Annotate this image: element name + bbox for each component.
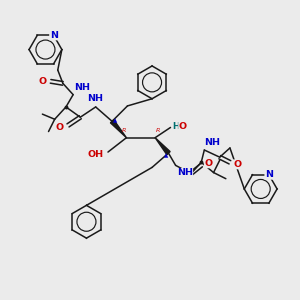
Text: NH: NH — [74, 82, 90, 91]
Text: O: O — [204, 159, 212, 168]
Text: ▲: ▲ — [164, 154, 169, 159]
Text: R: R — [122, 128, 127, 133]
Text: O: O — [38, 77, 46, 86]
Text: O: O — [233, 160, 241, 169]
Text: O: O — [56, 123, 64, 132]
Text: O: O — [179, 122, 187, 131]
Text: OH: OH — [88, 150, 104, 159]
Text: NH: NH — [177, 168, 193, 177]
Text: R: R — [156, 128, 160, 133]
Text: NH: NH — [87, 94, 103, 103]
Text: H: H — [172, 122, 180, 131]
Text: N: N — [50, 31, 58, 40]
Text: ▲: ▲ — [113, 118, 117, 123]
Polygon shape — [155, 138, 170, 154]
Text: NH: NH — [204, 138, 220, 147]
Text: N: N — [265, 170, 273, 179]
Polygon shape — [110, 120, 126, 138]
